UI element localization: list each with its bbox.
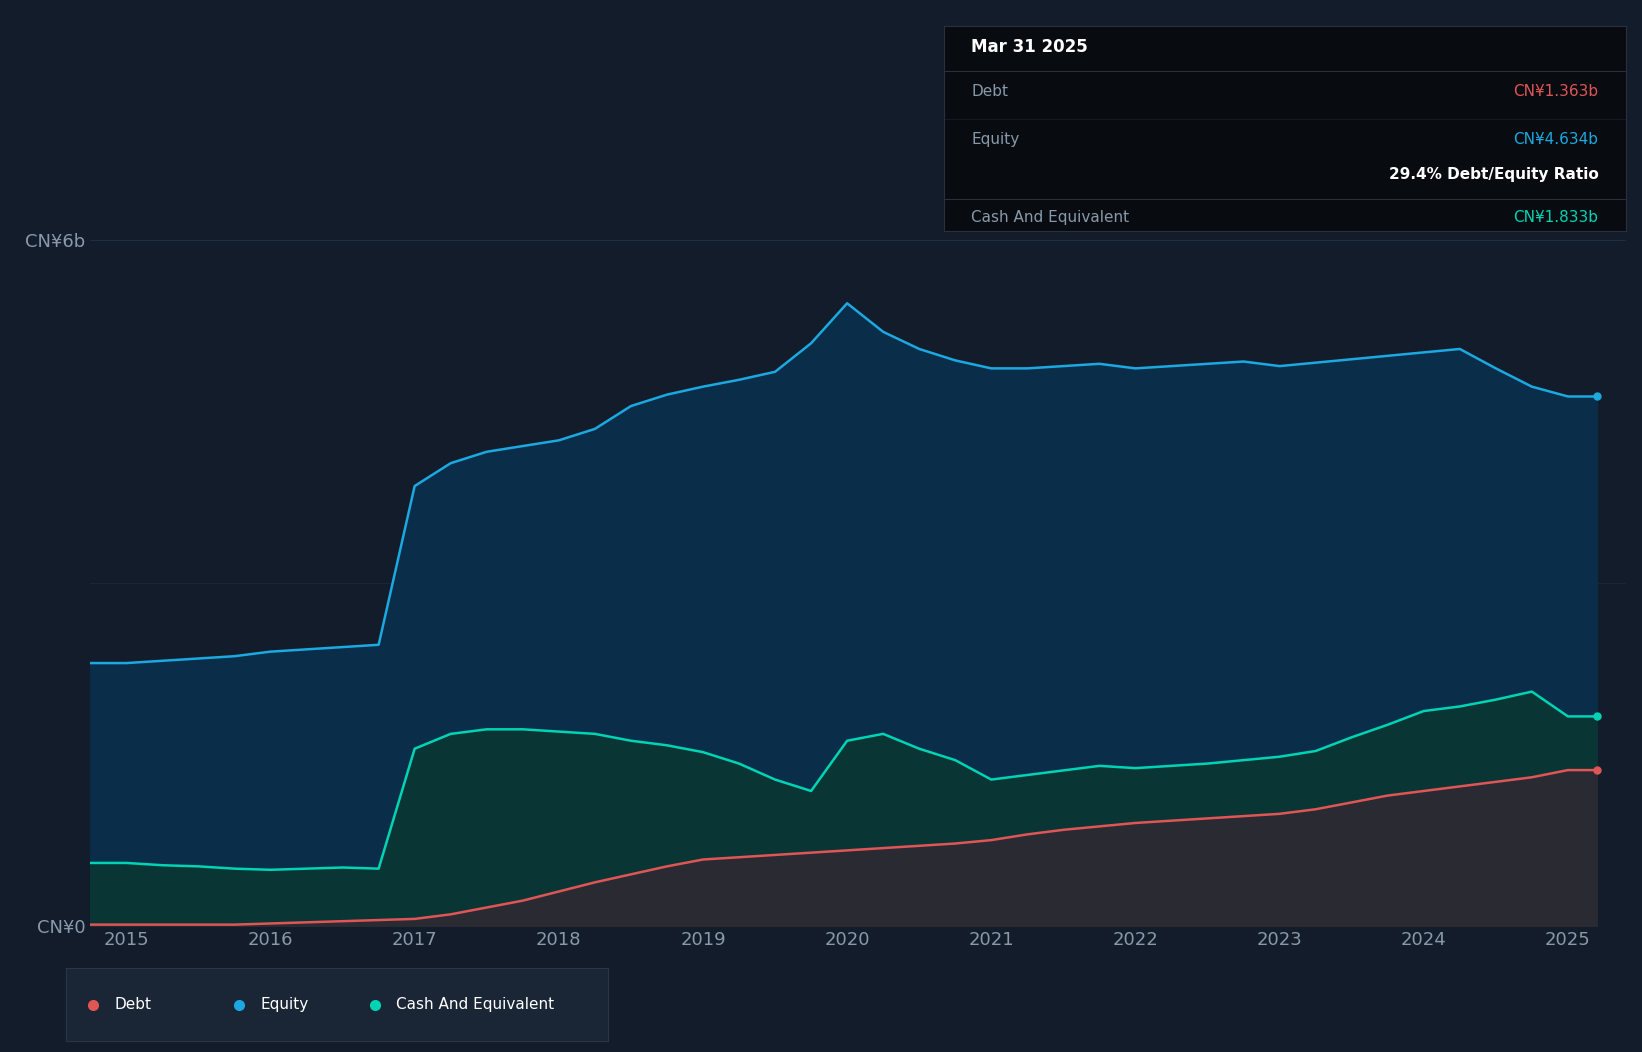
Text: Debt: Debt xyxy=(972,84,1008,100)
Text: CN¥1.363b: CN¥1.363b xyxy=(1514,84,1598,100)
Text: Equity: Equity xyxy=(972,132,1020,146)
Text: CN¥4.634b: CN¥4.634b xyxy=(1514,132,1598,146)
Text: Cash And Equivalent: Cash And Equivalent xyxy=(972,209,1130,224)
Text: Cash And Equivalent: Cash And Equivalent xyxy=(396,997,555,1012)
Text: Mar 31 2025: Mar 31 2025 xyxy=(972,38,1089,56)
Text: CN¥1.833b: CN¥1.833b xyxy=(1514,209,1598,224)
Text: Equity: Equity xyxy=(261,997,309,1012)
Text: 29.4% Debt/Equity Ratio: 29.4% Debt/Equity Ratio xyxy=(1389,166,1598,182)
Text: Debt: Debt xyxy=(115,997,151,1012)
